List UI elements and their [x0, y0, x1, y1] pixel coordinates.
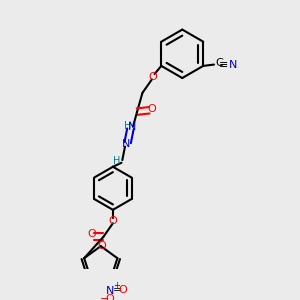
- Text: H: H: [124, 122, 131, 131]
- Text: ≡: ≡: [219, 60, 228, 70]
- Text: N: N: [128, 122, 136, 132]
- Text: O: O: [98, 241, 106, 251]
- Text: O: O: [148, 104, 156, 114]
- Text: O: O: [105, 294, 114, 300]
- Text: O: O: [109, 216, 117, 226]
- Text: O: O: [118, 285, 127, 295]
- Text: +: +: [113, 281, 120, 290]
- Text: C: C: [215, 58, 223, 68]
- Text: =: =: [112, 285, 122, 295]
- Text: −: −: [100, 294, 110, 300]
- Text: O: O: [149, 72, 158, 82]
- Text: O: O: [87, 229, 96, 239]
- Text: H: H: [113, 156, 121, 166]
- Text: N: N: [122, 139, 130, 149]
- Text: N: N: [106, 286, 114, 296]
- Text: N: N: [229, 60, 237, 70]
